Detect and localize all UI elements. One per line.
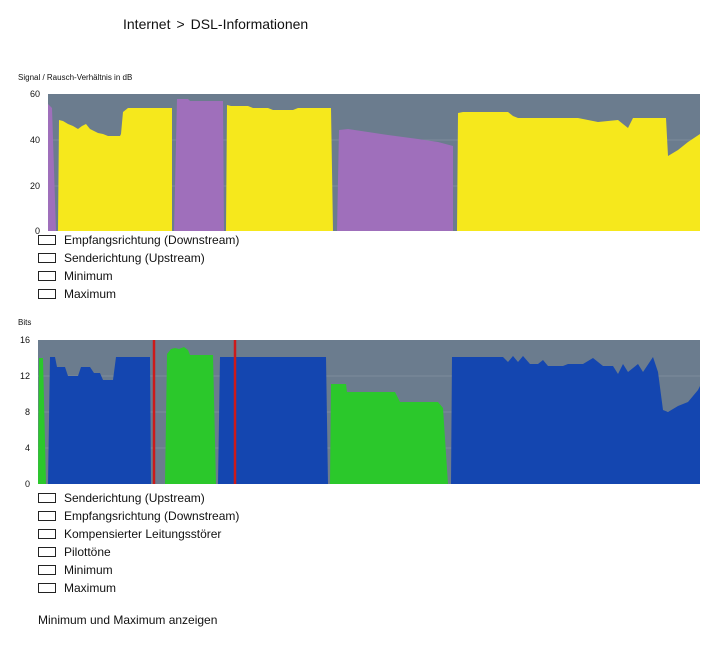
legend-item-minimum[interactable]: Minimum xyxy=(38,267,239,285)
bits-upstream-area-1 xyxy=(38,358,46,484)
snr-chart xyxy=(48,94,700,231)
bits-chart-title: Bits xyxy=(18,318,32,327)
show-min-max-link[interactable]: Minimum und Maximum anzeigen xyxy=(38,613,218,627)
breadcrumb: Internet > DSL-Informationen xyxy=(123,16,308,32)
legend-item-upstream[interactable]: Senderichtung (Upstream) xyxy=(38,249,239,267)
legend-label: Minimum xyxy=(64,269,113,283)
legend-item-downstream[interactable]: Empfangsrichtung (Downstream) xyxy=(38,507,239,525)
breadcrumb-separator: > xyxy=(176,16,185,32)
breadcrumb-dsl-info: DSL-Informationen xyxy=(190,16,309,32)
bits-upstream-area-2 xyxy=(165,347,216,484)
snr-ytick-60: 60 xyxy=(29,89,40,99)
bits-downstream-area-3 xyxy=(451,356,700,484)
legend-label: Pilottöne xyxy=(64,545,111,559)
legend-item-compensated-interferer[interactable]: Kompensierter Leitungsstörer xyxy=(38,525,239,543)
bits-ytick-16: 16 xyxy=(19,335,30,345)
snr-legend: Empfangsrichtung (Downstream) Sendericht… xyxy=(38,231,239,303)
checkbox-maximum[interactable] xyxy=(38,289,56,299)
snr-upstream-area-1 xyxy=(48,104,56,231)
legend-label: Kompensierter Leitungsstörer xyxy=(64,527,222,541)
checkbox-downstream[interactable] xyxy=(38,235,56,245)
legend-label: Senderichtung (Upstream) xyxy=(64,491,205,505)
snr-ytick-0: 0 xyxy=(34,226,40,236)
snr-downstream-area-1 xyxy=(58,108,172,231)
legend-item-downstream[interactable]: Empfangsrichtung (Downstream) xyxy=(38,231,239,249)
legend-item-maximum[interactable]: Maximum xyxy=(38,285,239,303)
bits-upstream-area-3 xyxy=(330,384,448,484)
snr-downstream-area-2 xyxy=(226,105,333,231)
bits-chart xyxy=(38,340,700,488)
snr-upstream-area-2 xyxy=(174,99,224,231)
bits-downstream-area-1 xyxy=(48,357,151,484)
bits-ytick-8: 8 xyxy=(24,407,30,417)
legend-label: Maximum xyxy=(64,287,117,301)
bits-ytick-12: 12 xyxy=(19,371,30,381)
checkbox-maximum[interactable] xyxy=(38,583,56,593)
legend-label: Empfangsrichtung (Downstream) xyxy=(64,233,240,247)
snr-ytick-40: 40 xyxy=(29,135,40,145)
legend-item-maximum[interactable]: Maximum xyxy=(38,579,239,597)
snr-ytick-20: 20 xyxy=(29,181,40,191)
legend-item-minimum[interactable]: Minimum xyxy=(38,561,239,579)
bits-ytick-4: 4 xyxy=(24,443,30,453)
bits-legend: Senderichtung (Upstream) Empfangsrichtun… xyxy=(38,489,239,597)
legend-item-pilot-tones[interactable]: Pilottöne xyxy=(38,543,239,561)
legend-label: Minimum xyxy=(64,563,113,577)
bits-downstream-area-2 xyxy=(218,357,328,484)
checkbox-upstream[interactable] xyxy=(38,253,56,263)
bits-ytick-0: 0 xyxy=(24,479,30,489)
checkbox-minimum[interactable] xyxy=(38,565,56,575)
checkbox-pilot-tones[interactable] xyxy=(38,547,56,557)
snr-chart-title: Signal / Rausch-Verhältnis in dB xyxy=(18,73,133,82)
legend-label: Senderichtung (Upstream) xyxy=(64,251,205,265)
checkbox-compensated-interferer[interactable] xyxy=(38,529,56,539)
legend-label: Maximum xyxy=(64,581,117,595)
snr-upstream-area-3 xyxy=(337,129,453,231)
legend-item-upstream[interactable]: Senderichtung (Upstream) xyxy=(38,489,239,507)
legend-label: Empfangsrichtung (Downstream) xyxy=(64,509,240,523)
breadcrumb-internet[interactable]: Internet xyxy=(123,16,171,32)
checkbox-minimum[interactable] xyxy=(38,271,56,281)
checkbox-upstream[interactable] xyxy=(38,493,56,503)
snr-downstream-area-3 xyxy=(457,112,700,231)
checkbox-downstream[interactable] xyxy=(38,511,56,521)
